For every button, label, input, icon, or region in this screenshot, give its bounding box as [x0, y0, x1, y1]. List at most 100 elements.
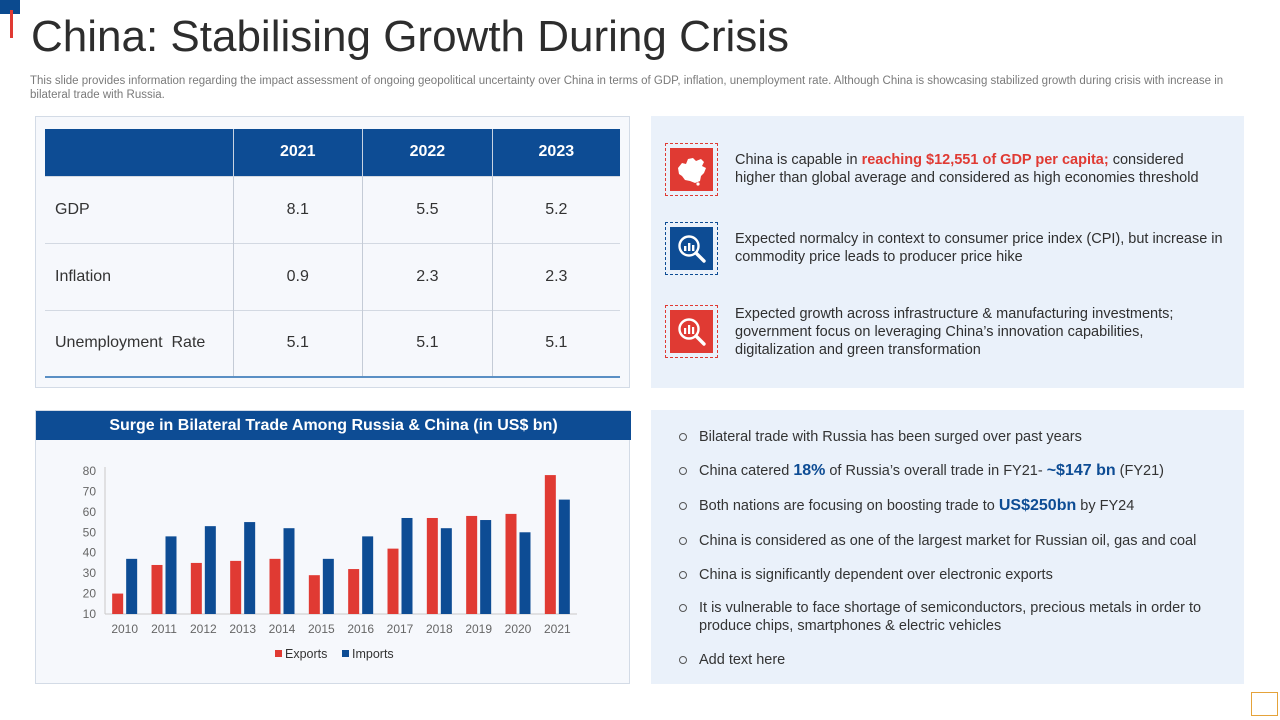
- bar-imports: [480, 520, 492, 614]
- metrics-table-panel: 2021 2022 2023 GDP 8.1 5.5 5.2 Inflation…: [35, 116, 630, 388]
- table-row: Inflation 0.9 2.3 2.3: [45, 242, 620, 310]
- bullet-text-mid: of Russia’s overall trade in FY21-: [825, 463, 1047, 479]
- metrics-table: 2021 2022 2023 GDP 8.1 5.5 5.2 Inflation…: [45, 129, 620, 378]
- y-tick-label: 60: [83, 505, 97, 519]
- bar-imports: [558, 499, 570, 614]
- row-label-gdp: GDP: [45, 175, 234, 243]
- x-tick-label: 2012: [190, 622, 217, 636]
- bar-exports: [544, 475, 556, 614]
- bar-imports: [126, 558, 138, 614]
- insight-icon-frame: [665, 143, 718, 196]
- list-item: It is vulnerable to face shortage of sem…: [679, 599, 1221, 635]
- table-header-row: 2021 2022 2023: [45, 129, 620, 176]
- table-header-corner: [45, 129, 234, 176]
- table-cell: 8.1: [233, 175, 364, 243]
- x-tick-label: 2017: [387, 622, 414, 636]
- table-cell: 0.9: [233, 242, 364, 310]
- x-tick-label: 2014: [269, 622, 296, 636]
- bar-imports: [362, 536, 374, 614]
- table-row: GDP 8.1 5.5 5.2: [45, 175, 620, 243]
- bar-exports: [230, 560, 242, 614]
- bar-exports: [426, 517, 438, 614]
- x-tick-label: 2010: [111, 622, 138, 636]
- x-tick-label: 2013: [229, 622, 256, 636]
- insight-text: China is capable in reaching $12,551 of …: [735, 151, 1225, 187]
- insight-highlight: reaching $12,551 of GDP per capita;: [861, 152, 1109, 168]
- legend-label: Exports: [285, 647, 327, 661]
- list-item: Bilateral trade with Russia has been sur…: [679, 428, 1221, 446]
- y-tick-label: 10: [83, 607, 97, 621]
- bar-imports: [244, 522, 256, 614]
- chart-title: Surge in Bilateral Trade Among Russia & …: [36, 411, 631, 440]
- bullet-text: Both nations are focusing on boosting tr…: [699, 497, 1221, 515]
- list-item: Both nations are focusing on boosting tr…: [679, 497, 1221, 515]
- bar-exports: [505, 513, 517, 614]
- bullet-icon: [679, 467, 687, 475]
- bullet-text-post: (FY21): [1115, 463, 1164, 479]
- bar-imports: [283, 528, 295, 614]
- bullet-text: It is vulnerable to face shortage of sem…: [699, 600, 1202, 634]
- trade-bar-chart: 10 20 30 40 50 60 70 80 2010 2011 2012 2013 2014 2015…: [83, 464, 577, 661]
- y-tick-label: 30: [83, 566, 97, 580]
- bullet-icon: [679, 656, 687, 664]
- bullet-text: Add text here: [699, 652, 786, 668]
- list-item: Add text here: [679, 651, 1221, 669]
- bullet-text: China catered 18% of Russia’s overall tr…: [699, 462, 1221, 480]
- bar-imports: [401, 517, 413, 614]
- title-accent-bar: [10, 10, 13, 38]
- bar-exports: [466, 515, 478, 614]
- row-label-unemployment: Unemployment Rate: [45, 309, 234, 378]
- table-cell: 5.1: [492, 309, 620, 378]
- bullet-text: China is significantly dependent over el…: [699, 567, 1053, 583]
- list-item: China is considered as one of the larges…: [679, 532, 1221, 550]
- x-tick-label: 2021: [544, 622, 571, 636]
- bullet-text-pre: China catered: [699, 463, 794, 479]
- legend-swatch: [275, 650, 282, 657]
- bullet-highlight-amount: ~$147 bn: [1046, 462, 1116, 479]
- insight-text: Expected growth across infrastructure & …: [735, 306, 1174, 358]
- insight-text-pre: China is capable in: [735, 152, 862, 168]
- legend-swatch: [342, 650, 349, 657]
- table-header-year: 2021: [233, 129, 364, 176]
- trade-notes-panel: Bilateral trade with Russia has been sur…: [651, 410, 1244, 684]
- list-item: China is significantly dependent over el…: [679, 566, 1221, 584]
- table-header-year: 2023: [492, 129, 620, 176]
- x-tick-label: 2018: [426, 622, 453, 636]
- bar-imports: [519, 532, 531, 614]
- bar-exports: [190, 562, 202, 614]
- page-subtitle: This slide provides information regardin…: [30, 75, 1224, 101]
- bullet-icon: [679, 502, 687, 510]
- x-tick-label: 2016: [347, 622, 374, 636]
- table-cell: 2.3: [492, 242, 620, 310]
- bar-exports: [348, 569, 360, 614]
- bar-imports: [440, 528, 452, 614]
- insight-text: Expected normalcy in context to consumer…: [735, 231, 1223, 265]
- y-tick-label: 20: [83, 587, 97, 601]
- growth-magnifier-icon: [677, 317, 706, 346]
- list-item: China catered 18% of Russia’s overall tr…: [679, 462, 1221, 480]
- bar-exports: [151, 564, 163, 614]
- bar-exports: [269, 558, 281, 614]
- corner-accent: [0, 0, 20, 14]
- china-map-icon: [677, 157, 706, 186]
- y-tick-label: 50: [83, 525, 97, 539]
- next-slide-button[interactable]: [1251, 692, 1278, 716]
- bar-exports: [112, 593, 124, 614]
- x-tick-label: 2015: [308, 622, 335, 636]
- table-cell: 2.3: [362, 242, 493, 310]
- bullet-text-pre: Both nations are focusing on boosting tr…: [699, 498, 999, 514]
- bullet-text: Bilateral trade with Russia has been sur…: [699, 429, 1082, 445]
- insights-panel: China is capable in reaching $12,551 of …: [651, 116, 1244, 388]
- bullet-icon: [679, 537, 687, 545]
- y-tick-label: 70: [83, 484, 97, 498]
- trade-chart-panel: Surge in Bilateral Trade Among Russia & …: [35, 410, 631, 684]
- bullet-icon: [679, 571, 687, 579]
- bar-imports: [204, 526, 216, 614]
- x-tick-label: 2019: [465, 622, 492, 636]
- x-tick-label: 2020: [505, 622, 532, 636]
- page-title: China: Stabilising Growth During Crisis: [31, 12, 790, 61]
- bullet-highlight-pct: 18%: [793, 462, 826, 479]
- x-tick-label: 2011: [151, 622, 177, 636]
- legend-label: Imports: [352, 647, 394, 661]
- bar-imports: [165, 536, 177, 614]
